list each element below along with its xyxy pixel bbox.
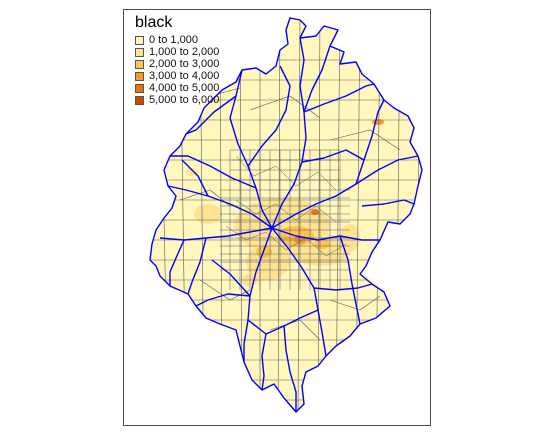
legend-swatch <box>135 47 144 57</box>
legend-label: 2,000 to 3,000 <box>149 58 220 70</box>
legend-swatch <box>135 83 144 93</box>
legend-swatch <box>135 95 144 105</box>
legend-item: 4,000 to 5,000 <box>135 82 219 94</box>
legend-label: 0 to 1,000 <box>149 34 198 46</box>
legend-swatch <box>135 71 144 81</box>
legend-label: 4,000 to 5,000 <box>149 82 220 94</box>
legend-item: 0 to 1,000 <box>135 34 219 46</box>
map-legend: black 0 to 1,000 1,000 to 2,000 2,000 to 3… <box>135 14 219 106</box>
legend-swatch <box>135 59 144 69</box>
legend-swatch <box>135 35 144 45</box>
legend-rows: 0 to 1,000 1,000 to 2,000 2,000 to 3,000 3,… <box>135 34 219 106</box>
legend-label: 5,000 to 6,000 <box>149 94 220 106</box>
legend-item: 1,000 to 2,000 <box>135 46 219 58</box>
legend-label: 1,000 to 2,000 <box>149 46 220 58</box>
legend-label: 3,000 to 4,000 <box>149 70 220 82</box>
legend-item: 5,000 to 6,000 <box>135 94 219 106</box>
district-boundaries <box>149 17 423 413</box>
legend-item: 3,000 to 4,000 <box>135 70 219 82</box>
legend-item: 2,000 to 3,000 <box>135 58 219 70</box>
dense-core-tracts <box>220 149 350 290</box>
legend-title: black <box>135 14 173 31</box>
